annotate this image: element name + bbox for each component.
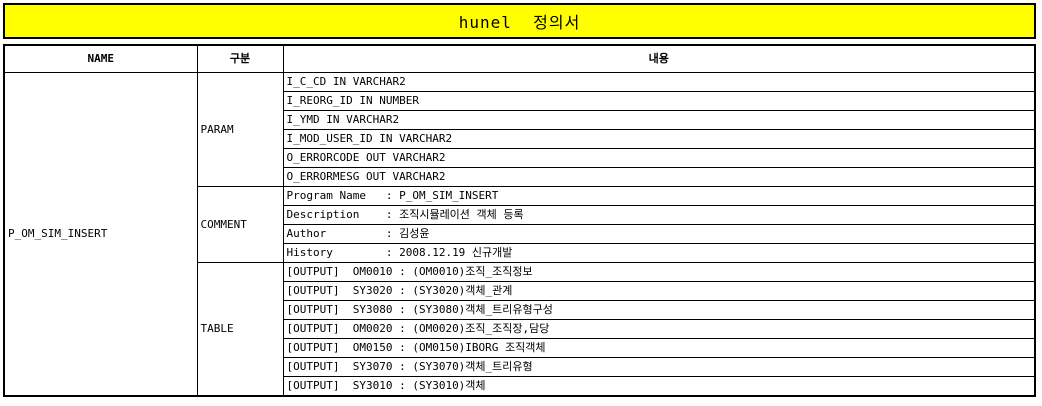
- table-row: O_ERRORMESG OUT VARCHAR2: [4, 167, 1036, 187]
- section-label-param: PARAM: [196, 72, 284, 187]
- table-row: History : 2008.12.19 신규개발: [4, 243, 1036, 263]
- definition-table: NAME 구분 내용 P_OM_SIM_INSERT PARAM I_C_CD …: [3, 44, 1036, 397]
- header-row: NAME 구분 내용: [3, 44, 1036, 73]
- table-row: P_OM_SIM_INSERT PARAM I_C_CD IN VARCHAR2: [3, 72, 1036, 397]
- section-label-table: TABLE: [196, 262, 284, 397]
- table-output-row: [OUTPUT] OM0020 : (OM0020)조직_조직장,담당: [282, 319, 1036, 339]
- table-output-row: [OUTPUT] SY3080 : (SY3080)객체_트리유형구성: [282, 300, 1036, 320]
- param-row: I_REORG_ID IN NUMBER: [282, 91, 1036, 111]
- comment-row: Author : 김성윤: [282, 224, 1036, 244]
- table-row: [OUTPUT] SY3080 : (SY3080)객체_트리유형구성: [4, 300, 1036, 320]
- document-title: hunel 정의서: [3, 3, 1036, 39]
- table-output-row: [OUTPUT] OM0010 : (OM0010)조직_조직정보: [282, 262, 1036, 282]
- table-row: TABLE [OUTPUT] OM0010 : (OM0010)조직_조직정보: [4, 262, 1036, 397]
- table-output-row: [OUTPUT] SY3070 : (SY3070)객체_트리유형: [282, 357, 1036, 377]
- document-title-text: hunel 정의서: [458, 13, 581, 32]
- procedure-name-cell: P_OM_SIM_INSERT: [3, 72, 198, 397]
- table-output-row: [OUTPUT] SY3010 : (SY3010)객체: [282, 376, 1036, 397]
- param-row: I_MOD_USER_ID IN VARCHAR2: [282, 129, 1036, 149]
- table-row: [OUTPUT] SY3070 : (SY3070)객체_트리유형: [4, 357, 1036, 377]
- section-label-comment: COMMENT: [196, 186, 284, 263]
- table-output-row: [OUTPUT] OM0150 : (OM0150)IBORG 조직객체: [282, 338, 1036, 358]
- table-row: [OUTPUT] SY3010 : (SY3010)객체: [4, 376, 1036, 397]
- param-row: I_C_CD IN VARCHAR2: [282, 72, 1036, 92]
- header-category: 구분: [196, 44, 284, 73]
- param-row: I_YMD IN VARCHAR2: [282, 110, 1036, 130]
- table-output-row: [OUTPUT] SY3020 : (SY3020)객체_관계: [282, 281, 1036, 301]
- header-content: 내용: [282, 44, 1036, 73]
- param-row: O_ERRORMESG OUT VARCHAR2: [282, 167, 1036, 187]
- table-row: Description : 조직시뮬레이션 객체 등록: [4, 205, 1036, 225]
- comment-row: Description : 조직시뮬레이션 객체 등록: [282, 205, 1036, 225]
- comment-row: History : 2008.12.19 신규개발: [282, 243, 1036, 263]
- comment-row: Program Name : P_OM_SIM_INSERT: [282, 186, 1036, 206]
- param-row: O_ERRORCODE OUT VARCHAR2: [282, 148, 1036, 168]
- header-name: NAME: [3, 44, 198, 73]
